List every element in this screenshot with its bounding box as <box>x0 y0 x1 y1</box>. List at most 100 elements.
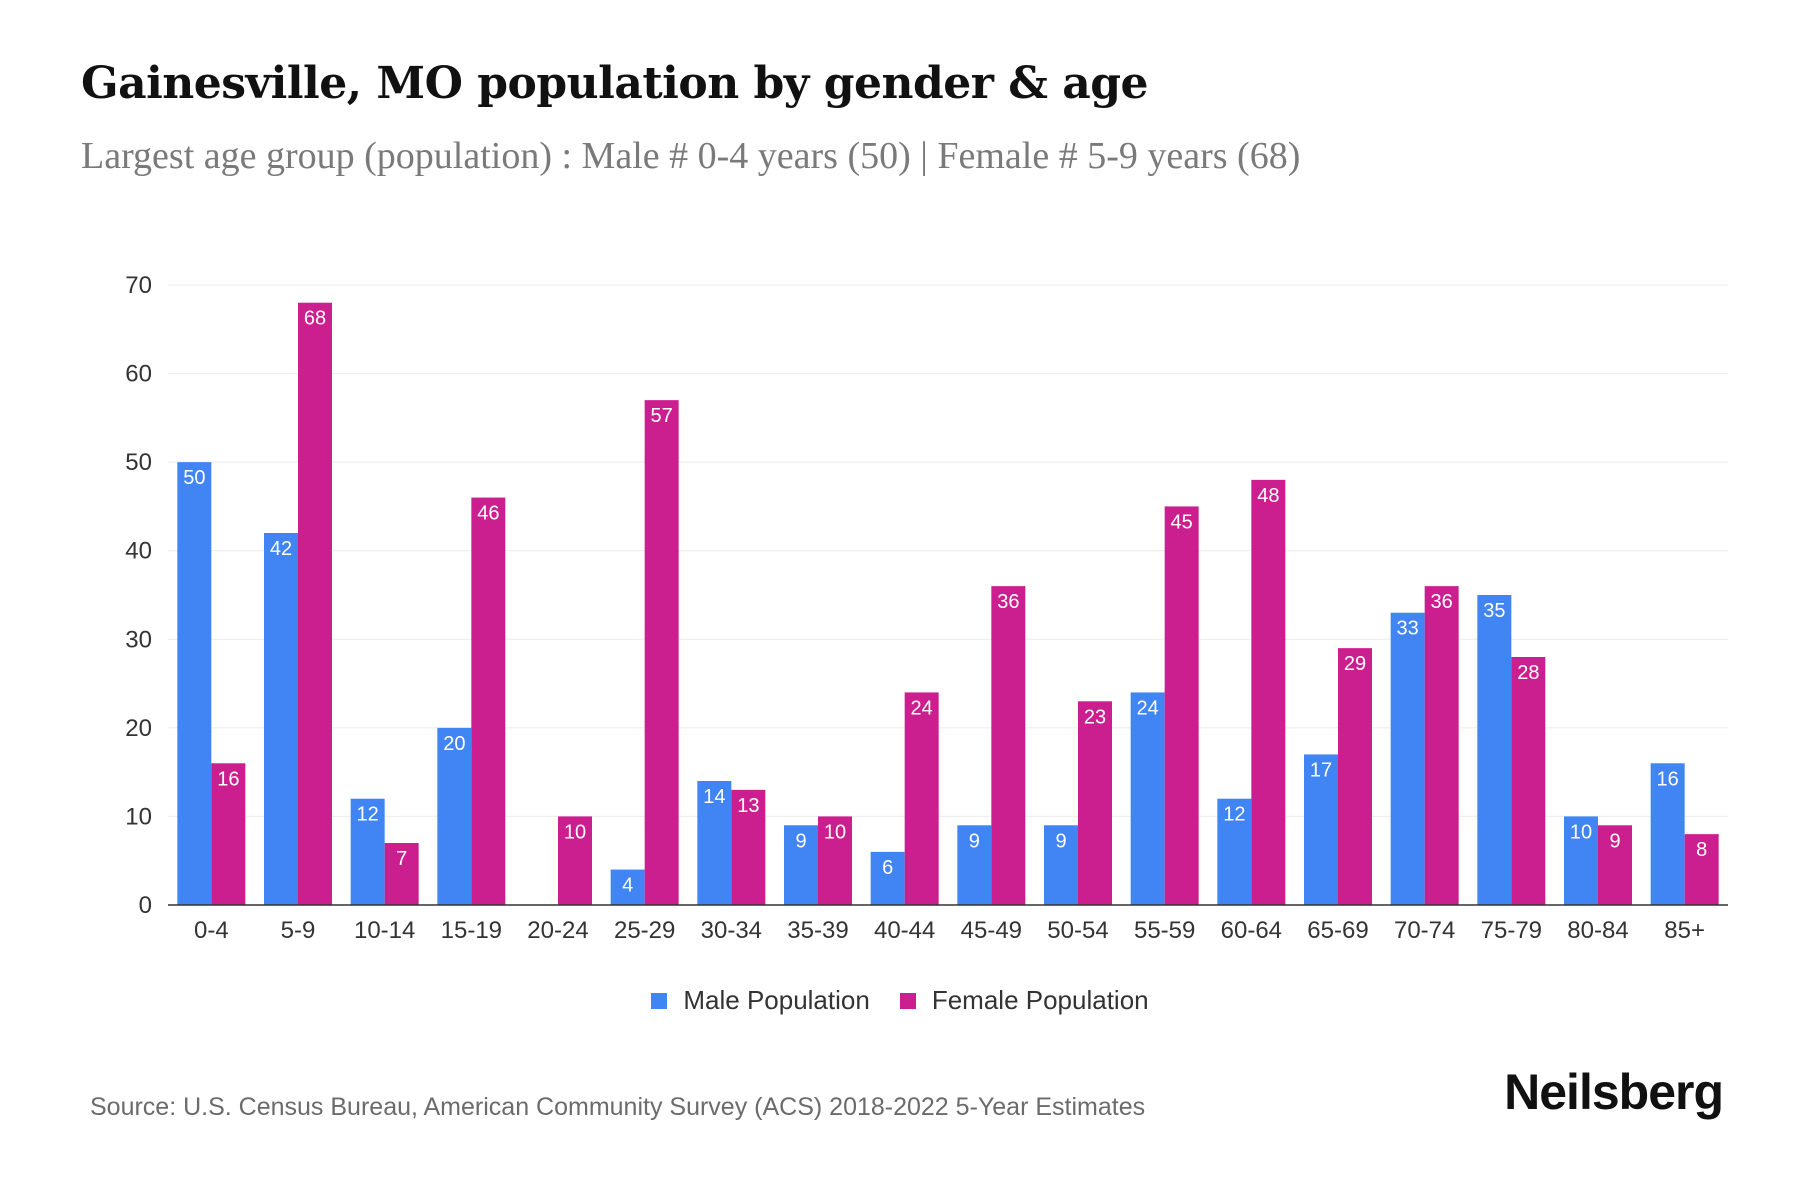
data-label-male: 6 <box>882 857 893 879</box>
data-label-male: 9 <box>795 830 806 852</box>
data-label-female: 48 <box>1257 485 1279 507</box>
data-label-male: 35 <box>1483 600 1505 622</box>
data-label-male: 9 <box>969 830 980 852</box>
x-tick-label: 15-19 <box>441 917 502 944</box>
bar-female <box>298 302 332 905</box>
x-tick-label: 10-14 <box>354 917 415 944</box>
data-label-male: 10 <box>1570 821 1592 843</box>
data-label-female: 46 <box>477 503 499 525</box>
x-tick-label: 80-84 <box>1567 917 1628 944</box>
data-label-male: 12 <box>1223 804 1245 826</box>
bar-male <box>1650 763 1685 905</box>
y-tick-label: 40 <box>125 538 152 565</box>
data-label-male: 42 <box>270 538 292 560</box>
legend-swatch-male <box>651 992 668 1009</box>
gridlines <box>168 284 1728 817</box>
data-label-female: 68 <box>304 308 326 330</box>
data-label-female: 36 <box>997 591 1019 613</box>
bar-male <box>350 798 385 905</box>
data-label-female: 16 <box>217 768 239 790</box>
legend-label-male: Male Population <box>683 985 870 1015</box>
bar-female <box>731 789 766 905</box>
bar-female <box>1078 701 1112 905</box>
bar-female <box>1338 648 1372 905</box>
y-tick-label: 30 <box>125 626 152 653</box>
chart-title: Gainesville, MO population by gender & a… <box>81 58 1149 109</box>
data-label-female: 7 <box>396 848 407 870</box>
data-label-male: 4 <box>622 875 633 897</box>
bar-male <box>1130 692 1165 905</box>
x-tick-label: 25-29 <box>614 917 675 944</box>
data-label-female: 10 <box>564 821 586 843</box>
data-label-male: 14 <box>703 786 725 808</box>
bar-female <box>558 816 592 905</box>
x-tick-label: 0-4 <box>194 917 229 944</box>
bar-male <box>1304 754 1338 905</box>
data-label-female: 23 <box>1084 706 1106 728</box>
bar-male <box>1390 612 1425 905</box>
bar-male <box>1217 798 1252 905</box>
bar-female <box>211 763 246 905</box>
bar-male <box>1477 595 1512 905</box>
x-tick-label: 85+ <box>1664 917 1705 944</box>
data-label-male: 12 <box>357 804 379 826</box>
legend: Male Population Female Population <box>0 985 1800 1016</box>
x-tick-label: 75-79 <box>1481 917 1542 944</box>
x-axis-ticks: 0-4 5-9 10-14 15-19 20-24 25-29 30-34 35-39 40-4… <box>194 917 1705 944</box>
bars <box>177 302 1719 905</box>
bar-male <box>437 727 472 905</box>
bar-male <box>957 825 992 905</box>
bar-female <box>904 692 939 905</box>
bar-male <box>610 869 645 905</box>
legend-item-male: Male Population <box>651 985 870 1016</box>
data-label-male: 20 <box>443 733 465 755</box>
bar-male <box>177 462 212 905</box>
data-label-female: 36 <box>1431 591 1453 613</box>
x-tick-label: 65-69 <box>1307 917 1368 944</box>
bar-female <box>1424 586 1459 905</box>
bar-male <box>264 533 298 905</box>
y-axis-ticks: 0 10 20 30 40 50 60 70 <box>125 272 152 919</box>
data-label-female: 13 <box>737 795 759 817</box>
data-label-female: 45 <box>1171 511 1193 533</box>
data-label-male: 33 <box>1397 618 1419 640</box>
legend-label-female: Female Population <box>931 985 1149 1015</box>
legend-item-female: Female Population <box>899 985 1149 1016</box>
x-tick-label: 30-34 <box>701 917 762 944</box>
bar-male <box>1564 816 1598 905</box>
bar-female <box>818 816 852 905</box>
x-tick-label: 20-24 <box>527 917 588 944</box>
y-tick-label: 0 <box>139 892 152 919</box>
data-label-male: 50 <box>183 467 205 489</box>
bar-male <box>784 825 818 905</box>
bar-female <box>1251 479 1286 905</box>
bar-male <box>870 851 905 905</box>
source-note: Source: U.S. Census Bureau, American Com… <box>90 1093 1146 1121</box>
bar-female <box>1684 834 1719 905</box>
data-label-male: 16 <box>1657 768 1679 790</box>
data-label-male: 17 <box>1310 759 1332 781</box>
x-tick-label: 35-39 <box>787 917 848 944</box>
bar-female <box>644 400 679 905</box>
y-tick-label: 70 <box>125 272 152 299</box>
data-label-female: 28 <box>1517 662 1539 684</box>
x-tick-label: 45-49 <box>961 917 1022 944</box>
bar-female <box>1511 657 1546 905</box>
legend-swatch-female <box>899 992 916 1009</box>
bar-female <box>991 586 1026 905</box>
data-label-male: 24 <box>1137 697 1159 719</box>
y-tick-label: 10 <box>125 803 152 830</box>
x-tick-label: 70-74 <box>1394 917 1455 944</box>
brand-logo: Neilsberg <box>1504 1064 1724 1120</box>
chart-subtitle: Largest age group (population) : Male # … <box>81 135 1301 177</box>
data-label-female: 10 <box>824 821 846 843</box>
bar-female <box>1598 825 1632 905</box>
x-tick-label: 50-54 <box>1047 917 1108 944</box>
x-tick-label: 5-9 <box>281 917 316 944</box>
x-tick-label: 40-44 <box>874 917 935 944</box>
data-label-female: 57 <box>651 405 673 427</box>
x-tick-label: 55-59 <box>1134 917 1195 944</box>
data-labels: 50 16 42 68 12 7 20 46 10 4 57 14 13 9 10 6 24 9 36 9 23 24 45… <box>183 308 1707 897</box>
y-tick-label: 50 <box>125 449 152 476</box>
